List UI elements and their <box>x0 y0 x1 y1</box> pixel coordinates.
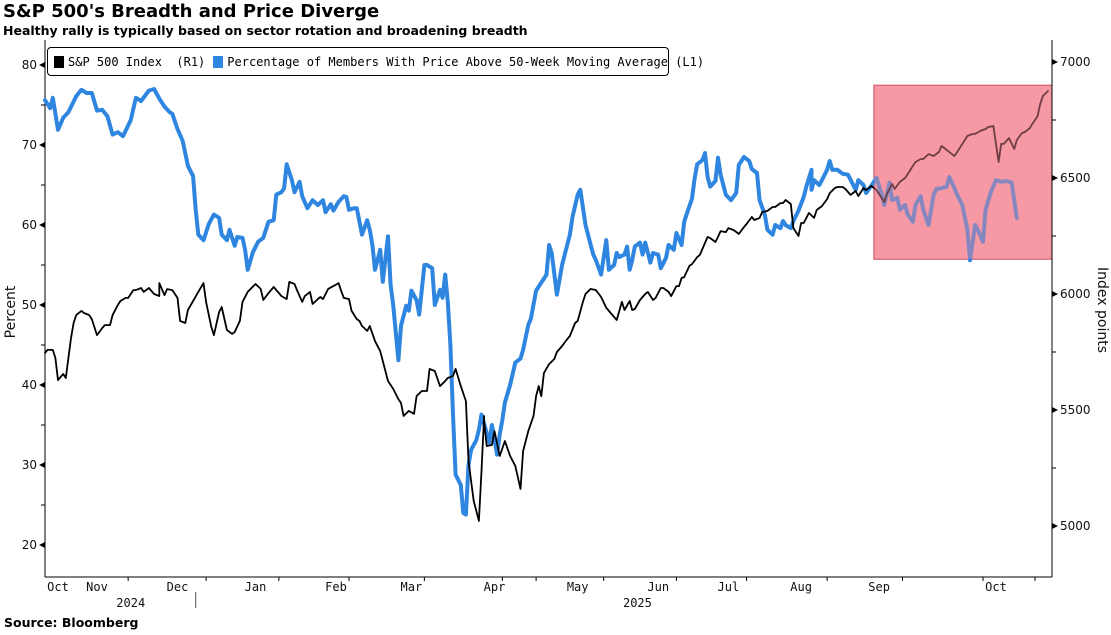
right-axis-tick <box>1052 59 1058 65</box>
right-axis-tick-label: 6000 <box>1060 287 1091 301</box>
chart-subtitle: Healthy rally is typically based on sect… <box>3 23 528 38</box>
left-axis-tick <box>39 462 45 468</box>
legend-item-sp500[interactable]: S&P 500 Index (R1) <box>54 55 205 69</box>
left-axis-tick <box>39 302 45 308</box>
x-axis-month-label: Jul <box>718 580 740 594</box>
x-axis-month-label: May <box>567 580 589 594</box>
x-axis-month-label: Aug <box>790 580 812 594</box>
left-axis-tick <box>39 222 45 228</box>
left-axis-tick-label: 20 <box>22 538 37 552</box>
right-axis-tick <box>1052 291 1058 297</box>
source-note: Source: Bloomberg <box>4 615 139 630</box>
right-axis-tick-label: 5000 <box>1060 519 1091 533</box>
right-axis-tick <box>1052 175 1058 181</box>
series-line-breadth <box>43 87 1019 517</box>
axes-layer: 20 30 40 50 60 70 80 5000 5500 6000 6500 7000 Oct Nov… <box>22 40 1091 610</box>
overlay-layer <box>874 85 1052 259</box>
x-axis-month-label: Mar <box>401 580 423 594</box>
right-axis-tick-label: 7000 <box>1060 55 1091 69</box>
series-line-sp500 <box>44 90 1049 522</box>
x-axis-year-label: 2025 <box>623 596 652 610</box>
left-axis-tick <box>39 142 45 148</box>
left-axis-tick-label: 60 <box>22 218 37 232</box>
legend-label-sp500: S&P 500 Index (R1) <box>68 54 206 69</box>
x-axis-month-label: Oct <box>47 580 69 594</box>
x-axis-month-label: Nov <box>86 580 108 594</box>
left-axis-tick-label: 80 <box>22 58 37 72</box>
right-axis-tick-label: 5500 <box>1060 403 1091 417</box>
x-axis-month-label: Oct <box>985 580 1007 594</box>
x-axis-month-label: Jun <box>647 580 669 594</box>
left-axis-tick <box>39 542 45 548</box>
left-axis-tick-label: 40 <box>22 378 37 392</box>
chart-legend: S&P 500 Index (R1) Percentage of Members… <box>47 47 704 76</box>
legend-swatch-sp500 <box>54 55 64 68</box>
right-axis-title: Index points <box>1094 267 1110 353</box>
right-axis-tick <box>1052 407 1058 413</box>
x-axis-month-label: Jan <box>245 580 267 594</box>
x-axis-month-label: Sep <box>868 580 890 594</box>
legend-swatch-breadth <box>213 55 224 68</box>
legend-item-breadth[interactable]: Percentage of Members With Price Above 5… <box>213 55 704 69</box>
legend-label-breadth: Percentage of Members With Price Above 5… <box>227 54 705 69</box>
left-axis-tick-label: 30 <box>22 458 37 472</box>
highlight-layer <box>873 84 1053 260</box>
x-axis-month-label: Feb <box>325 580 347 594</box>
left-axis-tick <box>39 382 45 388</box>
left-axis-tick-label: 70 <box>22 138 37 152</box>
x-axis-month-label: Dec <box>167 580 189 594</box>
x-axis-year-label: 2024 <box>116 596 145 610</box>
highlight-tint-overlay <box>874 85 1052 259</box>
series-layer <box>43 87 1049 522</box>
chart-title: S&P 500's Breadth and Price Diverge <box>3 1 380 22</box>
left-axis-title: Percent <box>3 285 19 338</box>
right-axis-tick-label: 6500 <box>1060 171 1091 185</box>
left-axis-tick-label: 50 <box>22 298 37 312</box>
left-axis-tick <box>39 62 45 68</box>
highlight-region <box>873 84 1053 260</box>
x-axis-month-label: Apr <box>484 580 506 594</box>
right-axis-tick <box>1052 523 1058 529</box>
